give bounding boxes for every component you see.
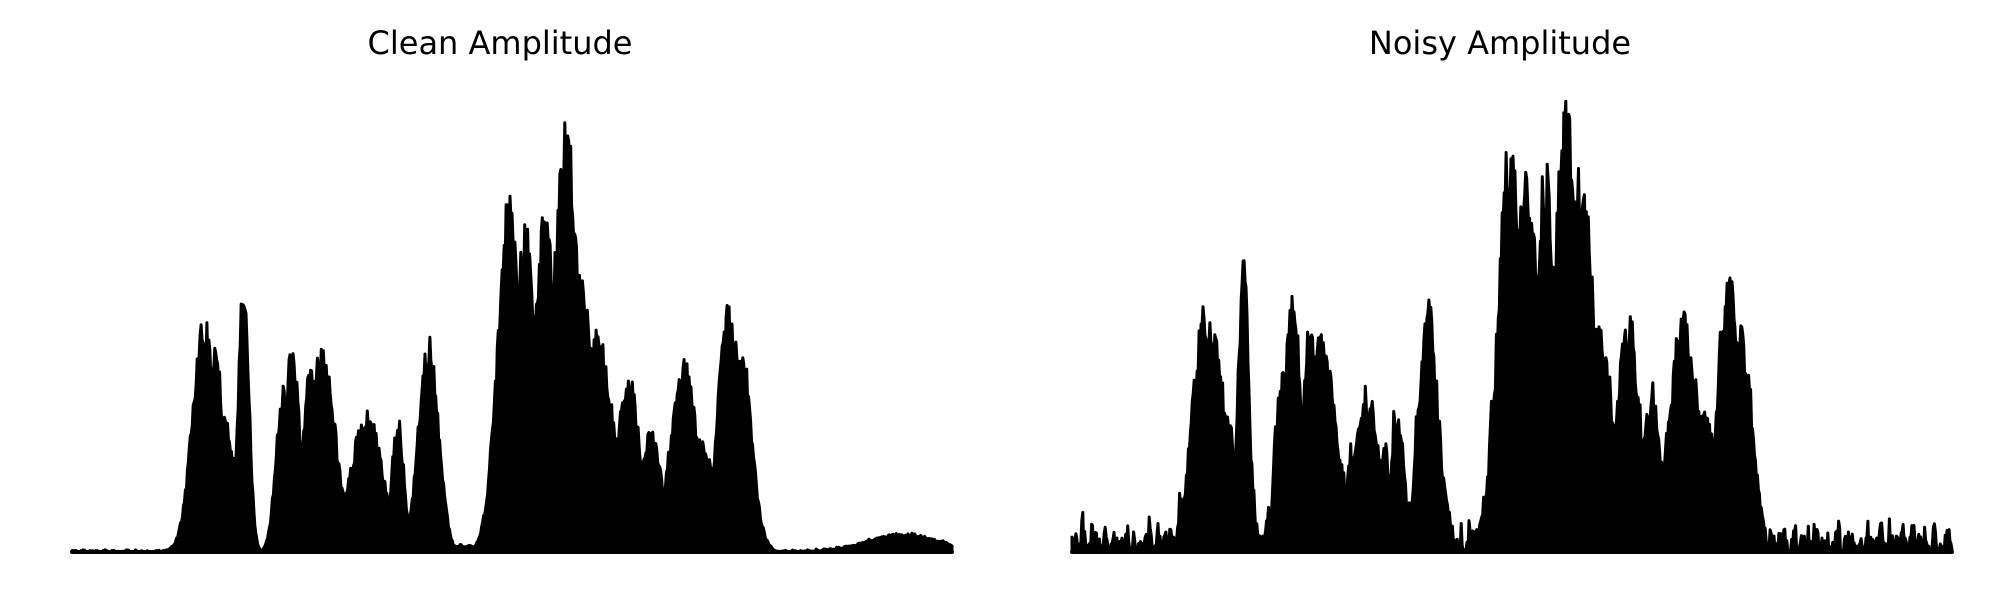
clean-amplitude-plot xyxy=(70,121,954,554)
noisy-amplitude-panel: Noisy Amplitude xyxy=(1000,0,2000,600)
chart-title: Noisy Amplitude xyxy=(1368,24,1632,62)
chart-title: Clean Amplitude xyxy=(367,24,633,62)
amplitude-area xyxy=(70,121,954,554)
clean-amplitude-panel: Clean Amplitude xyxy=(70,24,954,554)
amplitude-area xyxy=(1070,99,1954,554)
noisy-amplitude-plot xyxy=(1070,99,1954,554)
